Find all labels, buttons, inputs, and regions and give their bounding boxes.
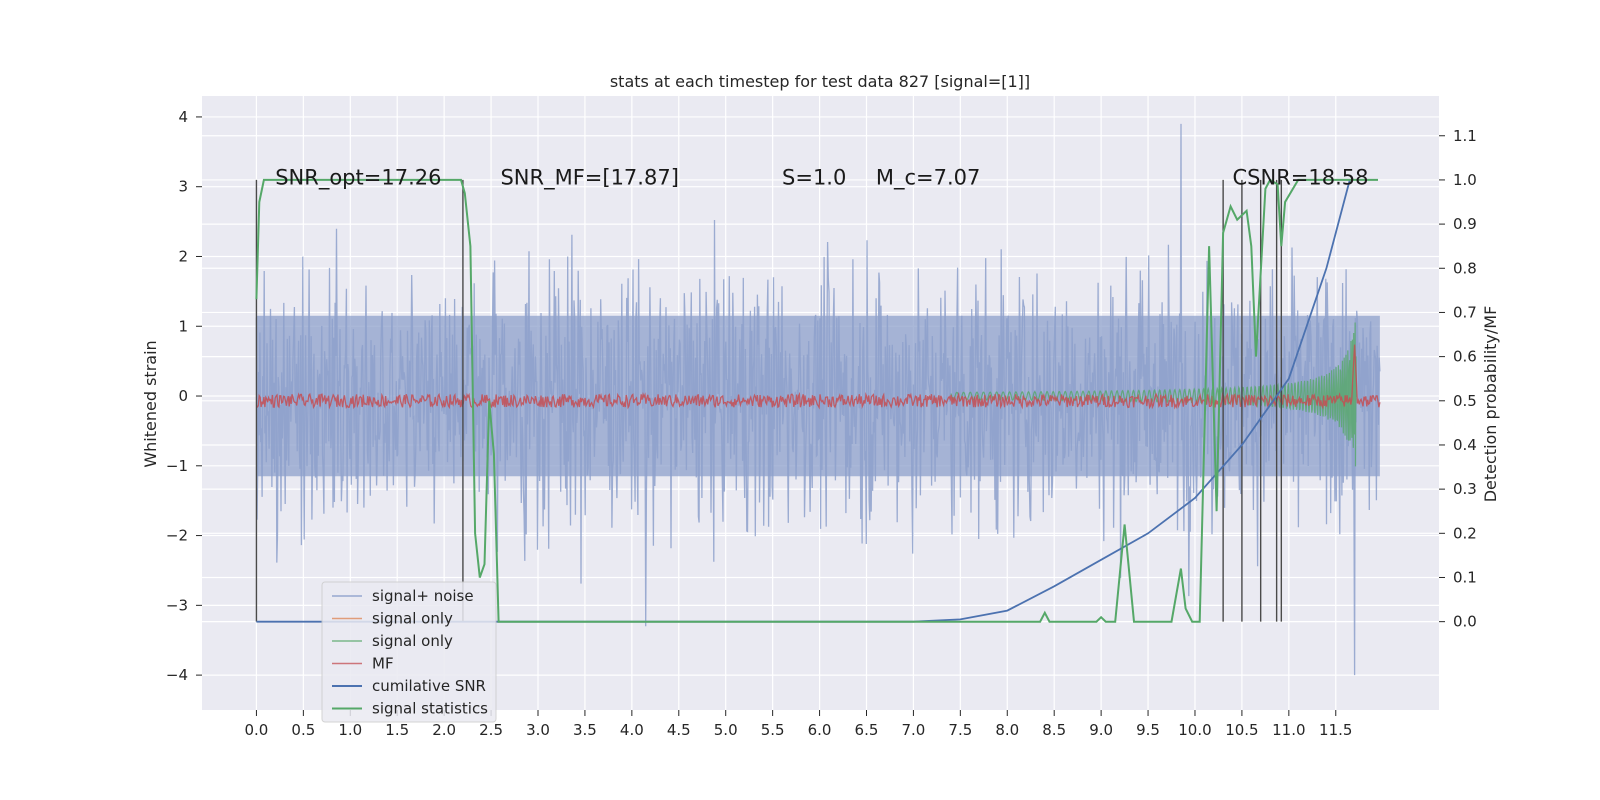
x-tick-label: 11.0 xyxy=(1272,721,1305,739)
y-tick-label: 0 xyxy=(178,387,188,405)
x-tick-label: 0.5 xyxy=(291,721,315,739)
y-tick-label: 3 xyxy=(178,178,188,196)
y2-tick-label: 0.1 xyxy=(1453,568,1477,586)
x-tick-label: 10.0 xyxy=(1178,721,1211,739)
y-tick-label: 1 xyxy=(178,317,188,335)
x-tick-label: 3.0 xyxy=(526,721,550,739)
annotation-text: M_c=7.07 xyxy=(876,166,981,191)
x-tick-label: 5.5 xyxy=(761,721,785,739)
x-axis: 0.0 0.5 1.0 1.5 2.0 2.5 3.0 3.5 4.0 4.5 5.0 5.5 6.0 6… xyxy=(245,710,1352,739)
x-tick-label: 8.5 xyxy=(1042,721,1066,739)
y-tick-label: 2 xyxy=(178,247,188,265)
annotation-text: CSNR=18.58 xyxy=(1233,166,1369,190)
legend-label: signal+ noise xyxy=(372,587,474,605)
x-tick-label: 2.5 xyxy=(479,721,503,739)
legend-label: MF xyxy=(372,655,394,673)
annotation-text: SNR_MF=[17.87] xyxy=(500,166,678,191)
y2-tick-label: 1.1 xyxy=(1453,127,1477,145)
y-tick-label: −2 xyxy=(166,527,188,545)
legend-label: signal statistics xyxy=(372,700,488,718)
y-tick-label: −1 xyxy=(166,457,188,475)
x-tick-label: 1.0 xyxy=(338,721,362,739)
y2-axis-label: Detection probability/MF xyxy=(1481,306,1500,503)
y2-tick-label: 0.6 xyxy=(1453,348,1477,366)
x-tick-label: 9.5 xyxy=(1136,721,1160,739)
x-tick-label: 7.5 xyxy=(948,721,972,739)
legend: signal+ noise signal only signal only MF cum… xyxy=(321,581,497,723)
y2-tick-label: 0.3 xyxy=(1453,480,1477,498)
x-tick-label: 9.0 xyxy=(1089,721,1113,739)
annotations: SNR_opt=17.26 SNR_MF=[17.87] S=1.0 M_c=7.07… xyxy=(275,166,1368,191)
x-tick-label: 8.0 xyxy=(995,721,1019,739)
y2-tick-label: 0.7 xyxy=(1453,303,1477,321)
x-tick-label: 7.0 xyxy=(901,721,925,739)
x-tick-label: 2.0 xyxy=(432,721,456,739)
y2-tick-label: 1.0 xyxy=(1453,171,1477,189)
annotation-text: SNR_opt=17.26 xyxy=(275,166,441,191)
y-tick-label: 4 xyxy=(178,108,188,126)
y-tick-label: −3 xyxy=(166,596,188,614)
y2-tick-label: 0.0 xyxy=(1453,613,1477,631)
x-tick-label: 5.0 xyxy=(714,721,738,739)
x-tick-label: 1.5 xyxy=(385,721,409,739)
annotation-text: S=1.0 xyxy=(782,166,846,190)
y2-tick-label: 0.5 xyxy=(1453,392,1477,410)
legend-label: signal only xyxy=(372,610,453,628)
y2-tick-label: 0.9 xyxy=(1453,215,1477,233)
y-axis-label: Whitened strain xyxy=(141,340,160,467)
y2-tick-label: 0.2 xyxy=(1453,524,1477,542)
x-tick-label: 6.0 xyxy=(808,721,832,739)
y2-tick-label: 0.8 xyxy=(1453,259,1477,277)
signal-noise-line xyxy=(255,123,1381,676)
cumulative-snr-line xyxy=(256,179,1351,623)
legend-box xyxy=(321,581,497,723)
x-tick-label: 0.0 xyxy=(245,721,269,739)
mf-line xyxy=(255,344,1381,410)
x-tick-label: 4.5 xyxy=(667,721,691,739)
y-axis-right: 1.1 1.0 0.9 0.8 0.7 0.6 0.5 0.4 0.3 0.2 0.1 0.0 xyxy=(1439,127,1477,631)
x-tick-label: 3.5 xyxy=(573,721,597,739)
y-axis-left: 4 3 2 1 0 −1 −2 −3 −4 xyxy=(166,108,202,684)
x-tick-label: 11.5 xyxy=(1319,721,1352,739)
y-tick-label: −4 xyxy=(166,666,188,684)
x-tick-label: 10.5 xyxy=(1225,721,1258,739)
legend-label: signal only xyxy=(372,632,453,650)
x-tick-label: 6.5 xyxy=(855,721,879,739)
chart-title: stats at each timestep for test data 827… xyxy=(610,72,1030,91)
legend-label: cumilative SNR xyxy=(372,677,486,695)
signal-statistics-line xyxy=(255,178,1378,623)
y2-tick-label: 0.4 xyxy=(1453,436,1477,454)
series-lines xyxy=(255,178,1381,623)
x-tick-label: 4.0 xyxy=(620,721,644,739)
